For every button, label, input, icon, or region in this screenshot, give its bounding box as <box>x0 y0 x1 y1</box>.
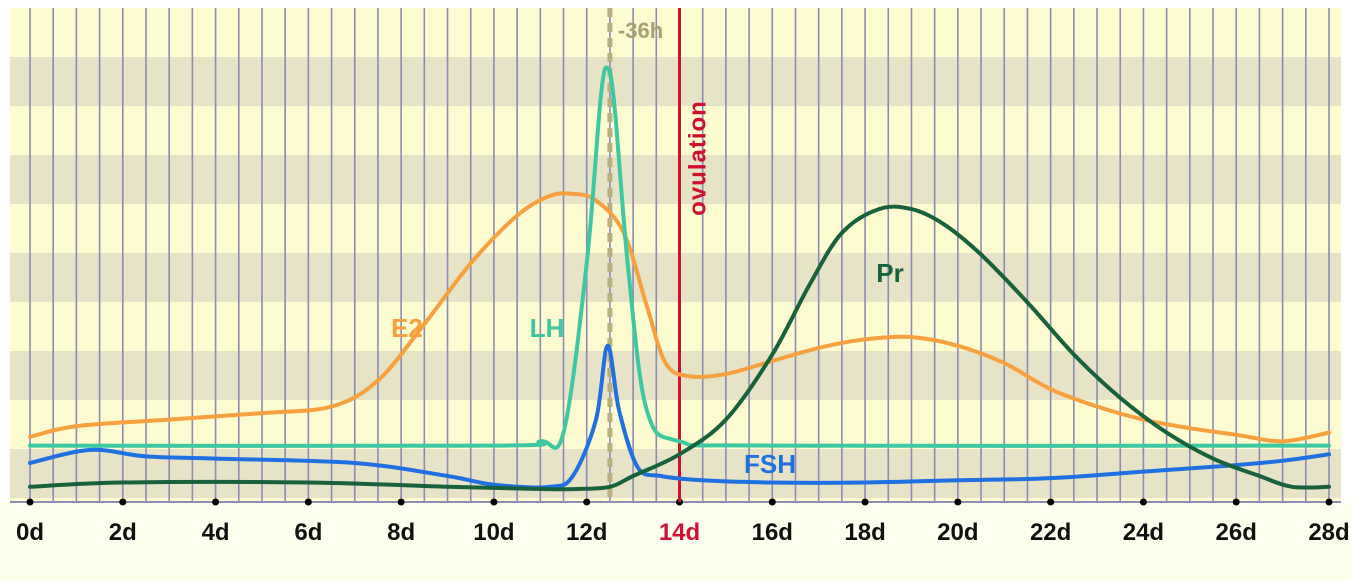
x-tick-label: 8d <box>387 519 415 546</box>
x-tick-label: 26d <box>1216 519 1257 546</box>
plot-band <box>10 57 1341 106</box>
x-tick-mark <box>490 498 498 506</box>
x-tick-label: 0d <box>16 519 44 546</box>
x-tick-mark <box>26 498 34 506</box>
x-tick-mark <box>397 498 405 506</box>
series-line-fsh <box>28 343 1331 490</box>
x-tick-mark <box>1232 498 1240 506</box>
x-tick-mark <box>304 498 312 506</box>
x-tick-label: 20d <box>937 519 978 546</box>
ovulation-label: ovulation <box>685 100 712 216</box>
series-line-pr <box>28 204 1331 492</box>
plot-band <box>10 8 1341 57</box>
series-label-e2: E2 <box>391 313 423 343</box>
x-tick-label: 28d <box>1308 519 1349 546</box>
plot-band <box>10 155 1341 204</box>
x-tick-mark <box>954 498 962 506</box>
x-tick-mark <box>212 498 220 506</box>
annotation-36h-label: -36h <box>618 18 663 43</box>
axis-area <box>0 502 1351 580</box>
series-line-lh <box>28 65 1331 450</box>
plot-band <box>10 498 1341 502</box>
series-lines <box>28 65 1331 492</box>
x-tick-label: 24d <box>1123 519 1164 546</box>
x-ticks: 0d 2d 4d 6d 8d 10d 12d 14d 16d 18d 20d 22d 24d 26d 28d <box>16 498 1350 546</box>
x-tick-mark <box>583 498 591 506</box>
x-tick-mark <box>1325 498 1333 506</box>
x-tick-label: 4d <box>202 519 230 546</box>
plot-background <box>10 8 1341 502</box>
x-tick-label: 18d <box>844 519 885 546</box>
plot-band <box>10 204 1341 253</box>
x-tick-mark <box>861 498 869 506</box>
plot-band <box>10 302 1341 351</box>
x-tick-mark <box>1047 498 1055 506</box>
plot-band <box>10 106 1341 155</box>
x-tick-label: 6d <box>294 519 322 546</box>
x-tick-mark <box>119 498 127 506</box>
x-tick-label: 2d <box>109 519 137 546</box>
x-tick-label: 10d <box>473 519 514 546</box>
series-label-pr: Pr <box>876 258 903 288</box>
x-tick-mark <box>768 498 776 506</box>
x-tick-label: 12d <box>566 519 607 546</box>
series-label-fsh: FSH <box>744 449 796 479</box>
x-tick-mark <box>1139 498 1147 506</box>
plot-band <box>10 253 1341 302</box>
plot-band <box>10 351 1341 400</box>
series-label-lh: LH <box>530 313 565 343</box>
x-tick-label: 14d <box>659 519 700 546</box>
x-tick-label: 16d <box>752 519 793 546</box>
series-line-e2 <box>28 191 1331 444</box>
x-tick-label: 22d <box>1030 519 1071 546</box>
